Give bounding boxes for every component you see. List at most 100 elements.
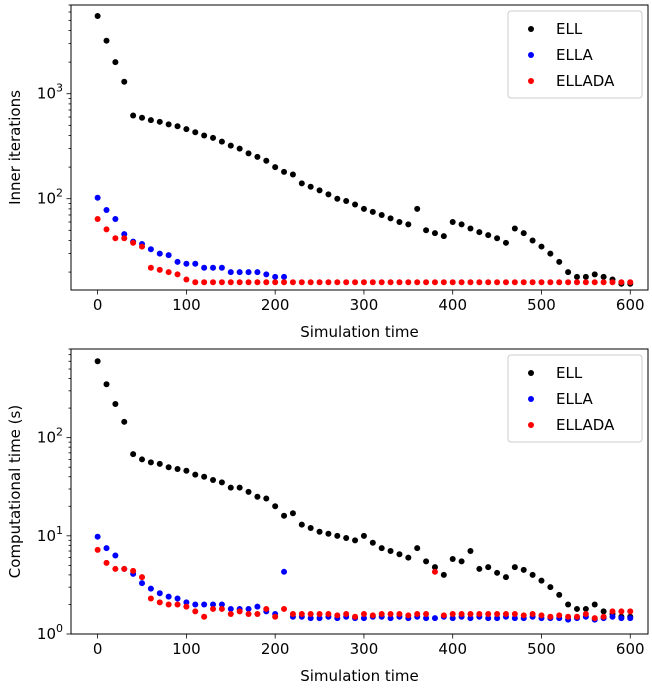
data-point (387, 279, 394, 286)
data-point (254, 603, 261, 610)
y-tick-label: 101 (37, 524, 63, 545)
data-point (254, 153, 261, 160)
data-point (183, 276, 190, 283)
data-point (618, 615, 625, 622)
data-point (360, 610, 367, 617)
data-point (236, 484, 243, 491)
data-point (369, 208, 376, 215)
data-point (591, 279, 598, 286)
data-point (316, 279, 323, 286)
x-tick-label: 200 (261, 296, 290, 314)
data-point (174, 258, 181, 265)
data-point (440, 279, 447, 286)
series-ell (94, 12, 634, 287)
data-point (210, 134, 217, 141)
data-point (449, 218, 456, 225)
data-point (103, 226, 110, 233)
data-point (485, 232, 492, 239)
data-point (210, 477, 217, 484)
legend: ELL ELLA ELLADA (507, 354, 643, 443)
data-point (112, 216, 119, 223)
x-tick-label: 200 (261, 640, 290, 658)
data-point (529, 571, 536, 578)
data-point (218, 138, 225, 145)
x-tick-label: 500 (527, 640, 556, 658)
data-point (369, 539, 376, 546)
data-point (307, 279, 314, 286)
data-point (405, 554, 412, 561)
plot-frame (70, 4, 649, 291)
data-point (192, 471, 199, 478)
data-point (573, 605, 580, 612)
data-point (307, 610, 314, 617)
data-point (511, 610, 518, 617)
x-tick-label: 400 (438, 296, 467, 314)
data-point (494, 569, 501, 576)
data-point (121, 235, 128, 242)
data-point (147, 264, 154, 271)
data-point (112, 59, 119, 66)
data-point (263, 157, 270, 164)
data-point (449, 279, 456, 286)
x-tick-label: 600 (616, 640, 645, 658)
x-tick-label: 0 (93, 640, 103, 658)
data-point (520, 612, 527, 619)
data-point (538, 243, 545, 250)
data-point (440, 571, 447, 578)
data-point (236, 608, 243, 615)
data-point (378, 279, 385, 286)
data-point (245, 269, 252, 276)
data-point (139, 243, 146, 250)
data-point (387, 548, 394, 555)
data-point (316, 187, 323, 194)
data-point (174, 601, 181, 608)
series-ellada (94, 546, 634, 622)
data-point (139, 580, 146, 587)
data-point (192, 279, 199, 286)
data-point (316, 615, 323, 622)
x-tick-label: 400 (438, 640, 467, 658)
data-point (414, 279, 421, 286)
data-point (298, 521, 305, 528)
data-point (556, 591, 563, 598)
data-point (423, 279, 430, 286)
data-point (245, 279, 252, 286)
data-point (467, 610, 474, 617)
data-point (485, 279, 492, 286)
data-point (352, 537, 359, 544)
data-point (227, 269, 234, 276)
legend-entry: ELLADA (556, 416, 615, 434)
data-point (547, 279, 554, 286)
data-point (467, 548, 474, 555)
data-point (307, 615, 314, 622)
data-point (156, 590, 163, 597)
data-point (565, 269, 572, 276)
data-point (130, 112, 137, 119)
data-point (201, 473, 208, 480)
data-point (352, 279, 359, 286)
data-point (502, 239, 509, 246)
data-point (476, 565, 483, 572)
data-point (405, 279, 412, 286)
data-point (139, 456, 146, 463)
data-point (396, 218, 403, 225)
data-point (121, 418, 128, 425)
series-ellada (94, 216, 634, 286)
data-point (183, 467, 190, 474)
data-point (236, 279, 243, 286)
data-point (396, 279, 403, 286)
data-point (218, 279, 225, 286)
data-point (183, 126, 190, 133)
data-point (529, 279, 536, 286)
data-point (343, 610, 350, 617)
data-point (307, 183, 314, 190)
data-point (511, 615, 518, 622)
data-point (103, 37, 110, 44)
data-point (201, 601, 208, 608)
data-point (511, 225, 518, 232)
data-point (582, 605, 589, 612)
data-point (307, 525, 314, 532)
data-point (227, 605, 234, 612)
series-ella (94, 533, 634, 623)
